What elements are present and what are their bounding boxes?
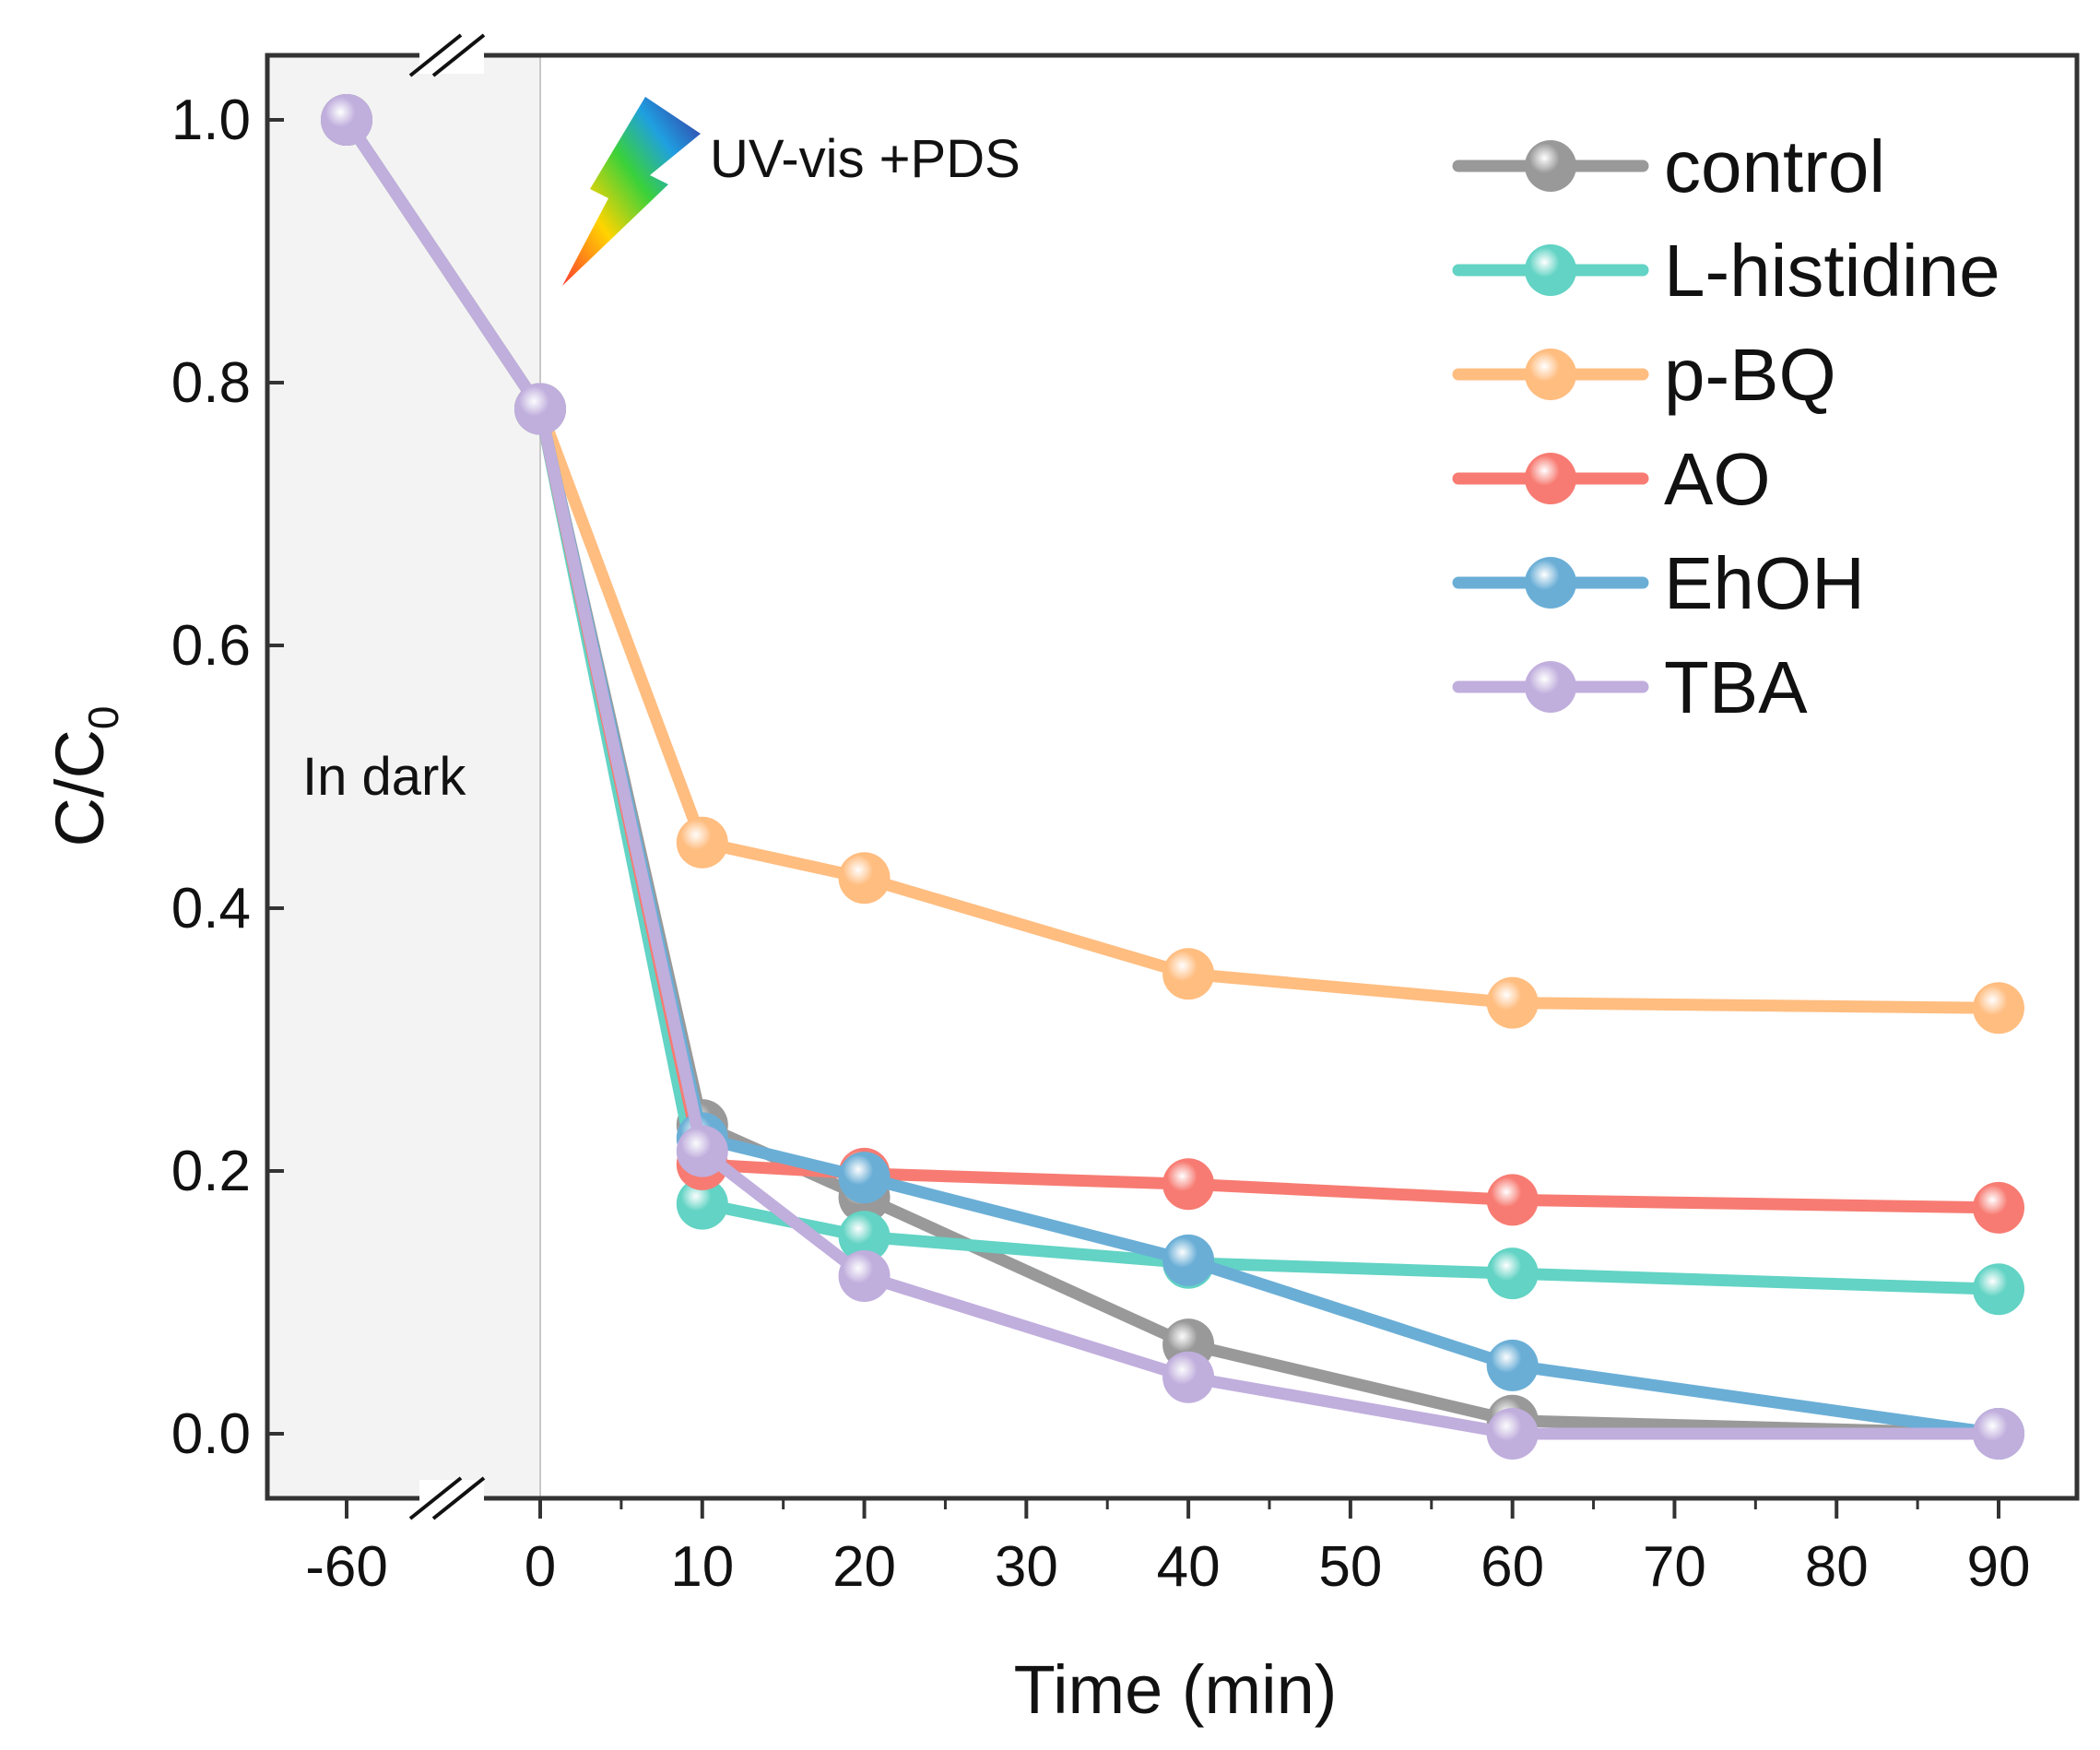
legend-label: p-BQ (1664, 334, 1836, 416)
data-point (676, 1125, 728, 1177)
legend-label: control (1664, 125, 1885, 207)
data-point (838, 1250, 891, 1302)
legend-item: p-BQ (1452, 334, 1836, 416)
data-point (1486, 1408, 1539, 1460)
axis-break-marks (408, 33, 486, 1520)
data-point (1162, 1351, 1215, 1403)
series-line (340, 113, 2005, 1440)
data-point (1162, 1234, 1215, 1286)
break-slash (408, 33, 463, 77)
data-point (1486, 1174, 1539, 1226)
legend-marker (1525, 453, 1576, 504)
x-tick-label: 80 (1805, 1535, 1869, 1599)
y-tick-label: 0.2 (171, 1140, 251, 1203)
legend-label: EhOH (1664, 542, 1865, 624)
x-tick-label: 70 (1643, 1535, 1706, 1599)
y-tick-label: 0.0 (171, 1402, 251, 1466)
data-point (676, 816, 728, 869)
data-point (838, 1211, 891, 1263)
y-tick-label: 0.4 (171, 877, 251, 940)
data-point (1486, 1247, 1539, 1300)
legend-item: control (1452, 125, 1885, 207)
data-point (1973, 1263, 2024, 1316)
break-slash (431, 33, 486, 77)
data-point (1486, 1339, 1539, 1391)
y-axis-title: C/C0 (41, 705, 127, 846)
x-axis-title: Time (min) (1014, 1651, 1338, 1728)
series-tba (321, 94, 2024, 1460)
y-tick-label: 1.0 (171, 89, 251, 152)
legend-label: AO (1664, 438, 1771, 520)
data-point (1973, 1408, 2024, 1460)
legend-item: L-histidine (1452, 230, 2000, 312)
x-tick-label: 10 (670, 1535, 734, 1599)
x-tick-label: 40 (1157, 1535, 1221, 1599)
series-line (340, 113, 2005, 1440)
y-axis-title-subscript: 0 (79, 705, 127, 729)
x-tick-label: 90 (1967, 1535, 2031, 1599)
data-point (1973, 1181, 2024, 1234)
x-tick-label: 50 (1318, 1535, 1382, 1599)
plot-frame (265, 53, 2080, 1501)
y-tick-label: 0.6 (171, 614, 251, 678)
svg-text:C/C0: C/C0 (41, 705, 127, 846)
axis-ticks: 0.0 0.2 0.4 0.6 0.8 1.0 -60 0 10 20 30 40 50 60 70 80 90 (171, 89, 2031, 1599)
legend-marker (1525, 244, 1576, 296)
legend-label: L-histidine (1664, 230, 2000, 312)
data-point (676, 1177, 728, 1230)
series-line (340, 113, 2005, 1440)
legend-marker (1525, 557, 1576, 609)
y-tick-label: 0.8 (171, 351, 251, 415)
break-slash (408, 1476, 463, 1520)
data-point (1973, 982, 2024, 1035)
lightning-bolt-icon (562, 97, 701, 286)
x-tick-label: 60 (1481, 1535, 1544, 1599)
data-point (514, 383, 566, 435)
data-point (1162, 1158, 1215, 1211)
legend-label: TBA (1664, 646, 1808, 728)
lightning-bolt-shape (562, 97, 701, 286)
x-tick-label: -60 (305, 1535, 388, 1599)
x-tick-label: 30 (995, 1535, 1058, 1599)
y-axis-title-main: C/C (41, 729, 118, 846)
data-point (1486, 976, 1539, 1029)
x-tick-label: 20 (832, 1535, 896, 1599)
data-point (321, 94, 372, 146)
data-point (838, 852, 891, 905)
x-tick-label: 0 (525, 1535, 556, 1599)
legend-item: EhOH (1452, 542, 1865, 624)
series-layer (321, 94, 2024, 1460)
legend-item: TBA (1452, 646, 1808, 728)
legend-marker (1525, 661, 1576, 713)
legend: control L-histidine p-BQ AO EhOH TBA (1452, 125, 2000, 728)
legend-marker (1525, 140, 1576, 192)
data-point (1162, 948, 1215, 1000)
legend-marker (1525, 349, 1576, 400)
break-slash (431, 1476, 486, 1520)
dark-region (267, 55, 540, 1498)
data-point (838, 1152, 891, 1204)
light-source-label: UV-vis +PDS (710, 129, 1021, 189)
legend-item: AO (1452, 438, 1771, 520)
in-dark-label: In dark (302, 747, 466, 807)
